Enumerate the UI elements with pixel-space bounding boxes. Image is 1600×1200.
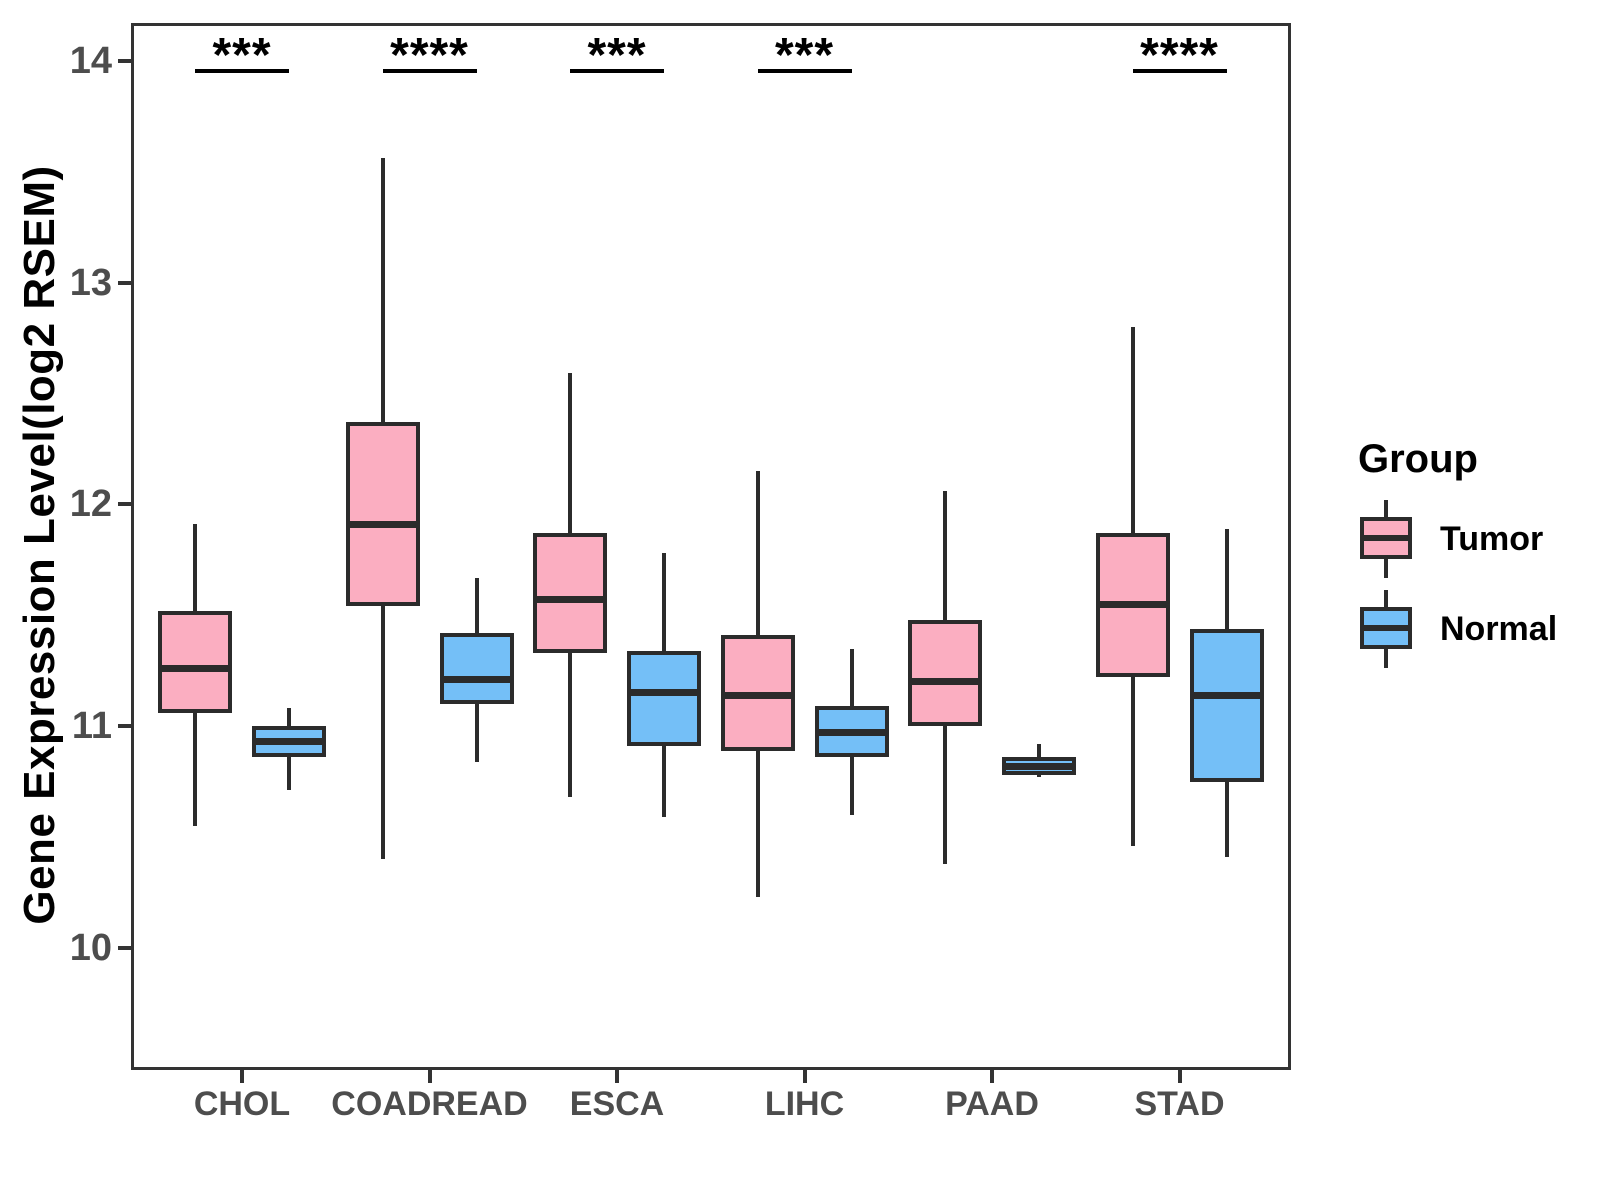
legend-entries: Tumor Normal: [1358, 500, 1557, 668]
significance-bar-ESCA: [570, 69, 664, 73]
median-line-COADREAD-Normal: [439, 676, 514, 684]
median-line-LIHC-Normal: [814, 729, 889, 737]
box-COADREAD-Tumor: [345, 422, 420, 607]
x-tick-mark: [802, 1070, 807, 1083]
median-line-ESCA-Tumor: [533, 596, 607, 604]
box-PAAD-Tumor: [908, 619, 982, 727]
x-tick-label: COADREAD: [331, 1085, 528, 1123]
legend-entry-tumor: Tumor: [1358, 500, 1557, 578]
x-tick-label: LIHC: [764, 1085, 845, 1123]
box-ESCA-Tumor: [533, 533, 607, 653]
median-line-PAAD-Tumor: [908, 678, 982, 686]
median-line-LIHC-Tumor: [720, 691, 795, 699]
median-line-CHOL-Tumor: [158, 665, 232, 672]
median-line-ESCA-Normal: [627, 689, 701, 697]
median-line-PAAD-Normal: [1002, 762, 1076, 770]
x-tick-mark: [240, 1070, 244, 1083]
legend-entry-normal: Normal: [1358, 590, 1557, 668]
y-tick-label: 14: [69, 39, 112, 82]
significance-bar-LIHC: [757, 69, 852, 73]
box-CHOL-Tumor: [158, 610, 232, 713]
legend-key-normal-icon: [1358, 590, 1414, 668]
x-tick-mark: [990, 1070, 994, 1083]
legend-key-tumor-icon: [1358, 500, 1414, 578]
y-tick-label: 13: [69, 261, 112, 304]
x-tick-label: CHOL: [193, 1085, 291, 1123]
median-line-COADREAD-Tumor: [345, 520, 420, 528]
x-tick-label: PAAD: [945, 1085, 1039, 1123]
box-STAD-Normal: [1189, 628, 1264, 782]
legend-title: Group: [1358, 437, 1478, 481]
x-tick-mark: [427, 1070, 432, 1083]
y-tick-label: 11: [71, 705, 112, 748]
y-tick-mark: [118, 502, 131, 507]
significance-bar-COADREAD: [382, 69, 477, 73]
legend-glyph-median: [1360, 535, 1412, 541]
median-line-STAD-Normal: [1189, 691, 1264, 699]
median-line-CHOL-Normal: [252, 738, 326, 746]
plot-area: [131, 23, 1291, 1070]
legend: Group Tumor Normal: [1358, 437, 1557, 680]
median-line-STAD-Tumor: [1095, 600, 1170, 608]
x-tick-mark: [615, 1070, 619, 1083]
x-tick-label: STAD: [1134, 1085, 1225, 1123]
box-COADREAD-Normal: [439, 633, 514, 704]
y-tick-mark: [118, 945, 131, 950]
x-tick-mark: [1177, 1070, 1182, 1083]
legend-label-normal: Normal: [1440, 610, 1558, 648]
legend-glyph-median: [1360, 625, 1412, 631]
box-ESCA-Normal: [627, 650, 701, 747]
x-tick-label: ESCA: [569, 1085, 665, 1123]
y-tick-mark: [118, 724, 131, 729]
y-tick-mark: [118, 280, 131, 285]
legend-label-tumor: Tumor: [1440, 520, 1544, 558]
y-tick-label: 12: [69, 483, 112, 526]
significance-bar-CHOL: [195, 69, 289, 73]
y-tick-label: 10: [69, 926, 112, 969]
significance-bar-STAD: [1132, 69, 1227, 73]
y-tick-mark: [118, 58, 131, 63]
